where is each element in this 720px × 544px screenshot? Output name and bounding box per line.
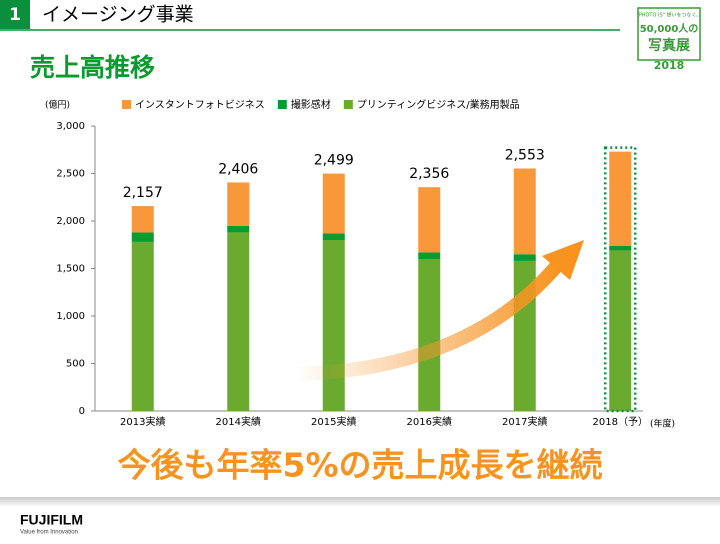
bar-segment (513, 168, 536, 255)
bar-segment (322, 173, 345, 234)
y-unit: (億円) (45, 99, 70, 111)
y-tick-label: 2,000 (56, 216, 85, 227)
total-label: 2,356 (409, 166, 449, 182)
footer-slogan: Value from Innovation (20, 530, 78, 536)
bar-segment (513, 254, 536, 261)
x-tick-label: 2018（予） (593, 416, 648, 428)
slide-title: 売上高推移 (30, 53, 155, 82)
total-label: 2,157 (123, 185, 163, 201)
x-tick-label: 2014実績 (216, 415, 261, 428)
growth-arrow (294, 257, 566, 381)
growth-arrow-head (542, 240, 584, 280)
footer-logo: FUJIFILM (20, 512, 83, 528)
badge-line1: 50,000人の (640, 22, 699, 35)
badge-frame (637, 7, 701, 61)
badge-line2: 写真展 (648, 37, 690, 54)
bar-segment (322, 240, 345, 411)
y-tick-label: 1,000 (56, 311, 85, 322)
legend-label: プリンティングビジネス/業務用製品 (357, 98, 520, 111)
bar-segment (227, 225, 250, 233)
legend-swatch (343, 100, 353, 109)
legend-label: 撮影感材 (291, 98, 331, 111)
legend-swatch (122, 100, 131, 109)
bar-segment (322, 233, 345, 240)
y-tick-label: 2,500 (56, 169, 85, 180)
chart: 0 500 1,000 1,500 2,000 2,500 3,000 (億円) (年度) インス… (45, 98, 675, 430)
section-title: イメージング事業 (42, 4, 194, 26)
x-tick-label: 2015実績 (311, 415, 356, 428)
bar-segment (609, 245, 632, 251)
total-label: 2,499 (314, 153, 354, 169)
x-tick-label: 2017実績 (502, 415, 547, 428)
x-tick-label: 2016実績 (407, 415, 452, 428)
bar-segment (418, 187, 441, 253)
footer-band (0, 497, 720, 507)
bar-segment (609, 151, 632, 246)
section-box (0, 0, 30, 29)
section-number: 1 (9, 5, 21, 25)
y-tick-label: 3,000 (56, 121, 85, 132)
bar-segment (418, 252, 441, 259)
x-unit: (年度) (650, 418, 675, 430)
bar-segment (131, 241, 154, 411)
legend-label: インスタントフォトビジネス (135, 99, 265, 111)
badge-year: 2018 (654, 59, 685, 72)
badge: "PHOTO IS" 想いをつなぐ。 50,000人の 写真展 2018 (636, 7, 702, 72)
y-tick-label: 1,500 (56, 264, 85, 275)
bar-segment (131, 232, 154, 242)
bar-segment (609, 250, 632, 411)
bar-segment (227, 182, 250, 226)
bar-segment (418, 259, 441, 411)
bar-segment (131, 206, 154, 233)
y-tick-label: 0 (79, 406, 85, 417)
key-message: 今後も年率5%の売上成長を継続 (117, 446, 602, 485)
y-tick-label: 500 (66, 359, 85, 370)
bar-segment (227, 232, 250, 411)
total-label: 2,406 (218, 161, 258, 177)
legend-swatch (277, 100, 287, 109)
x-tick-label: 2013実績 (120, 415, 165, 428)
total-label: 2,553 (505, 147, 545, 163)
forecast-frame (604, 146, 637, 413)
badge-tagline: "PHOTO IS" 想いをつなぐ。 (636, 12, 701, 19)
